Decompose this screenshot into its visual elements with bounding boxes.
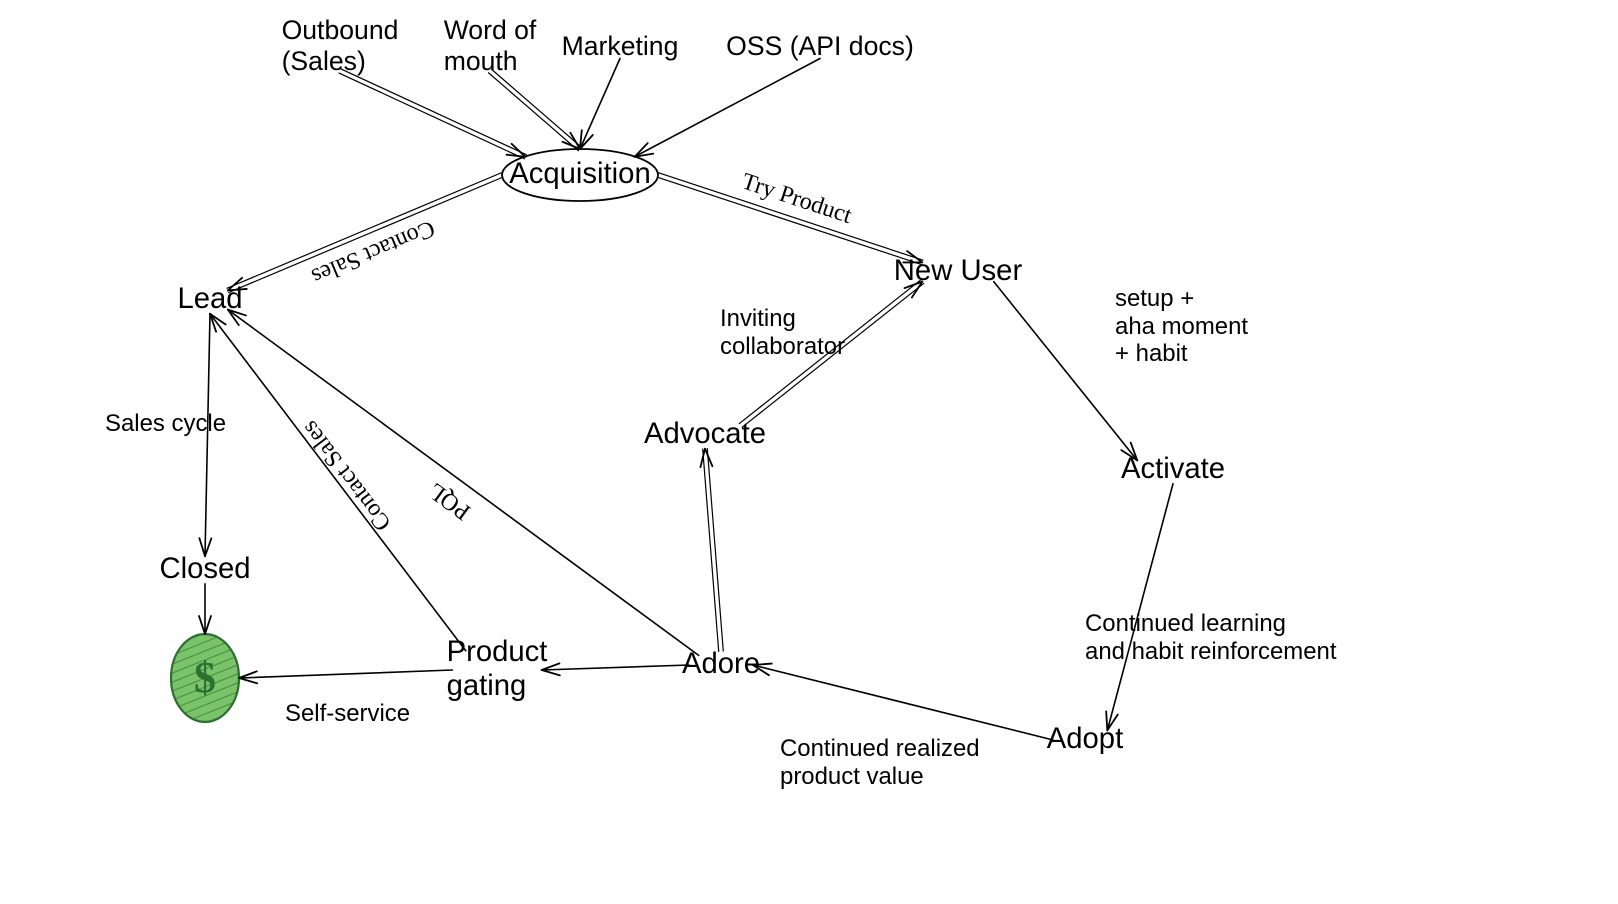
node-src_marketing: Marketing	[562, 31, 679, 62]
node-src_outbound: Outbound (Sales)	[282, 15, 399, 76]
edge-src_oss-acquisition	[635, 59, 820, 157]
edge-adore-productgating	[542, 663, 689, 675]
edge-label-10: Continued realized product value	[780, 735, 980, 790]
edge-productgating-money	[239, 670, 452, 683]
node-advocate: Advocate	[644, 418, 766, 452]
edge-label-14: Self-service	[285, 700, 410, 728]
edge-adopt-adore	[753, 664, 1053, 740]
edge-src_wom-acquisition	[488, 69, 581, 150]
node-activate: Activate	[1121, 453, 1225, 487]
edge-adore-advocate	[700, 449, 723, 652]
node-src_wom: Word of mouth	[444, 15, 537, 76]
edge-adore-lead	[228, 310, 699, 656]
node-adore: Adore	[682, 648, 760, 682]
edge-src_outbound-acquisition	[339, 69, 526, 159]
edge-label-12: Inviting collaborator	[720, 305, 845, 360]
node-newuser: New User	[894, 255, 1022, 289]
svg-text:PQL: PQL	[424, 477, 476, 525]
edge-activate-adopt	[1106, 484, 1173, 731]
edge-label-9: Continued learning and habit reinforceme…	[1085, 610, 1337, 665]
node-acquisition: Acquisition	[509, 158, 650, 192]
node-productgating: Product gating	[447, 636, 548, 703]
edge-acquisition-lead	[227, 173, 503, 293]
node-closed: Closed	[159, 553, 250, 587]
node-src_oss: OSS (API docs)	[726, 31, 914, 62]
node-lead: Lead	[177, 283, 242, 317]
edge-label-8: setup + aha moment + habit	[1115, 285, 1248, 368]
svg-text:Contact Sales: Contact Sales	[308, 215, 439, 290]
diagram-stage: $ Contact Sales Try Product Contact Sales PQ…	[0, 0, 1618, 904]
svg-text:Try Product: Try Product	[738, 168, 855, 229]
edge-label-6: Sales cycle	[105, 410, 226, 438]
edge-closed-money	[199, 584, 211, 634]
node-adopt: Adopt	[1047, 723, 1123, 757]
edge-src_marketing-acquisition	[580, 59, 620, 150]
svg-text:Contact Sales: Contact Sales	[297, 416, 397, 536]
svg-text:$: $	[194, 653, 216, 702]
